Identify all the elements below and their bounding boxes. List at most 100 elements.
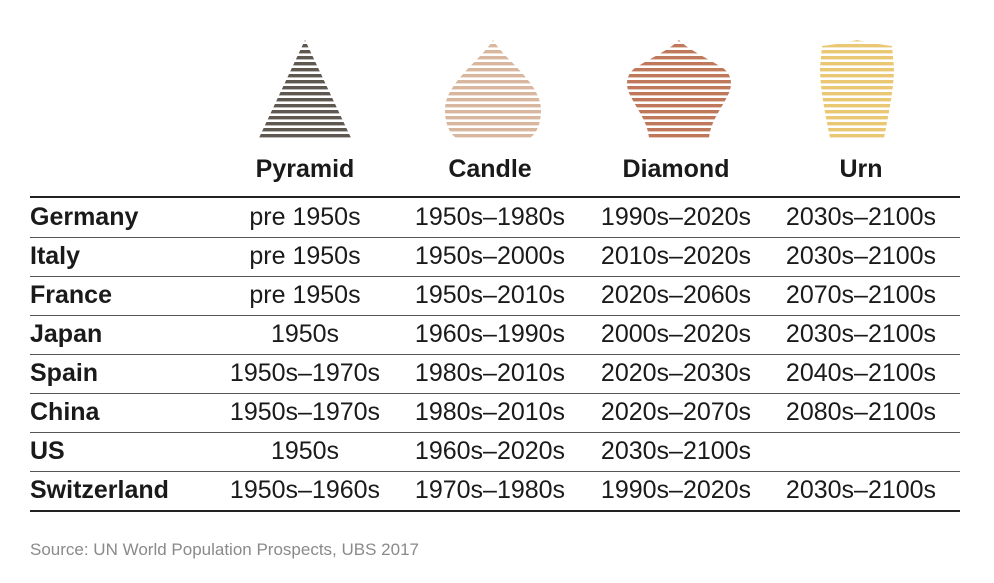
stripe (445, 104, 541, 108)
stripe (445, 98, 541, 102)
stripe (627, 110, 731, 114)
period-cell: 1970s–1980s (414, 476, 566, 504)
stripe (820, 50, 894, 54)
diamond-icon (623, 40, 735, 142)
period-cell: 1950s–1960s (229, 476, 381, 504)
period-cell: 1950s (270, 320, 340, 348)
stripe (820, 134, 894, 138)
table-row: Germany pre 1950s 1950s–1980s 1990s–2020s 20… (30, 198, 960, 238)
stripe (258, 134, 352, 138)
stripe (445, 128, 541, 132)
stripe (258, 86, 352, 90)
stripe (627, 74, 731, 78)
stripe (445, 80, 541, 84)
stripe (445, 56, 541, 60)
pyramid-icon (256, 40, 354, 142)
stripe (627, 134, 731, 138)
period-cell: 2030s–2100s (600, 437, 752, 465)
stripe (816, 140, 898, 142)
period-cell: pre 1950s (249, 281, 361, 309)
candle-icon (443, 40, 543, 142)
period-cell: 2070s–2100s (785, 281, 937, 309)
stripe (258, 50, 352, 54)
stripe (820, 40, 894, 42)
source-note: Source: UN World Population Prospects, U… (30, 540, 419, 559)
stripe (258, 68, 352, 72)
period-cell: 2080s–2100s (785, 398, 937, 426)
stripe (445, 50, 541, 54)
period-cell: 2030s–2100s (785, 320, 937, 348)
country-name: Germany (30, 203, 139, 231)
period-cell: 2040s–2100s (785, 359, 937, 387)
period-cell: 1960s–2020s (414, 437, 566, 465)
header-urn: Urn (839, 155, 883, 183)
stripe (627, 98, 731, 102)
table-row: Japan 1950s 1960s–1990s 2000s–2020s 2030s–21… (30, 315, 960, 355)
country-name: France (30, 281, 112, 309)
stripe (627, 104, 731, 108)
table-row: France pre 1950s 1950s–2010s 2020s–2060s 207… (30, 276, 960, 316)
stripe (258, 104, 352, 108)
period-cell: 2030s–2100s (785, 203, 937, 231)
stripe (627, 56, 731, 60)
stripe (623, 140, 735, 142)
period-cell: pre 1950s (249, 242, 361, 270)
stripe (445, 86, 541, 90)
stripe (443, 140, 543, 142)
stripe (445, 74, 541, 78)
stripe (627, 40, 731, 42)
stripe (445, 122, 541, 126)
stripe (258, 92, 352, 96)
period-cell: 2010s–2020s (600, 242, 752, 270)
stripe (445, 62, 541, 66)
period-cell: 2030s–2100s (785, 476, 937, 504)
country-name: US (30, 437, 65, 465)
stripe (258, 98, 352, 102)
table-row: Spain 1950s–1970s 1980s–2010s 2020s–2030s 20… (30, 354, 960, 394)
urn-icon (816, 40, 898, 142)
stripe (627, 92, 731, 96)
stripe (258, 128, 352, 132)
period-cell: 2030s–2100s (785, 242, 937, 270)
country-name: Italy (30, 242, 81, 270)
country-name: Switzerland (30, 476, 169, 504)
stripe (820, 116, 894, 120)
stripe (627, 128, 731, 132)
stripe (258, 56, 352, 60)
header-candle: Candle (448, 155, 532, 183)
period-cell: 1990s–2020s (600, 476, 752, 504)
stripe (445, 44, 541, 48)
stripe (445, 134, 541, 138)
stripe (820, 80, 894, 84)
country-name: Japan (30, 320, 103, 348)
stripe (445, 110, 541, 114)
period-cell: 1950s–2000s (414, 242, 566, 270)
period-cell: 1980s–2010s (414, 398, 566, 426)
period-cell: 2020s–2030s (600, 359, 752, 387)
table-row: China 1950s–1970s 1980s–2010s 2020s–2070s 20… (30, 393, 960, 433)
stripe (820, 44, 894, 48)
stripe (445, 92, 541, 96)
period-cell: 1990s–2020s (600, 203, 752, 231)
stripe (820, 110, 894, 114)
stripe (627, 62, 731, 66)
stripe (258, 122, 352, 126)
period-cell: 1950s–1970s (229, 359, 381, 387)
stripe (445, 40, 541, 42)
stripe (627, 122, 731, 126)
stripe (820, 122, 894, 126)
stripe (820, 86, 894, 90)
period-cell: 1980s–2010s (414, 359, 566, 387)
stripe (627, 68, 731, 72)
stripe (258, 110, 352, 114)
stripe (258, 40, 352, 42)
period-cell: 1960s–1990s (414, 320, 566, 348)
stripe (627, 50, 731, 54)
stripe (258, 80, 352, 84)
stripe (627, 116, 731, 120)
table-top-rule (30, 196, 960, 198)
period-cell: 1950s–1980s (414, 203, 566, 231)
period-cell: 1950s (270, 437, 340, 465)
country-name: Spain (30, 359, 99, 387)
stripe (256, 140, 354, 142)
